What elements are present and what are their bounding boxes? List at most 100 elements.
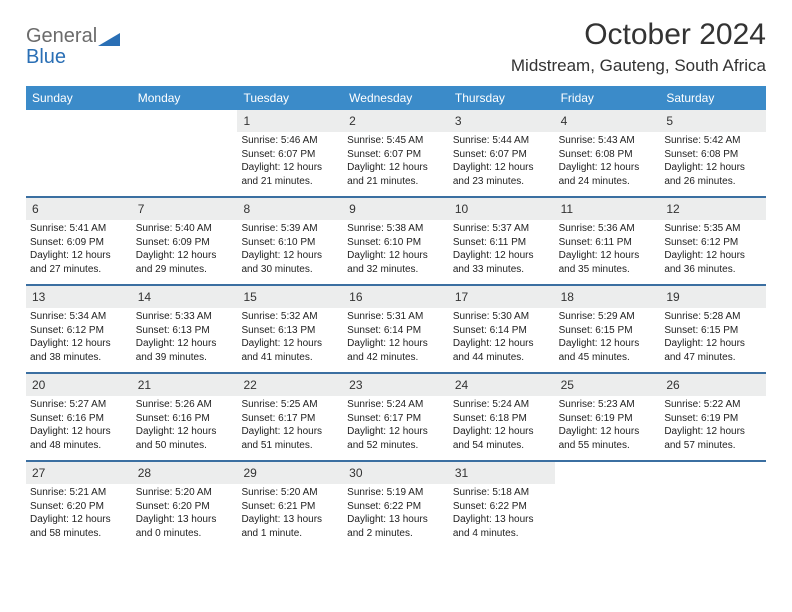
day-number-row: 28 (132, 462, 238, 484)
day-body: Sunrise: 5:39 AMSunset: 6:10 PMDaylight:… (237, 220, 343, 284)
day-line-sunset: Sunset: 6:09 PM (136, 236, 234, 250)
day-line-sunset: Sunset: 6:16 PM (30, 412, 128, 426)
day-line-day2: and 50 minutes. (136, 439, 234, 453)
day-line-sunset: Sunset: 6:19 PM (664, 412, 762, 426)
day-cell: 13Sunrise: 5:34 AMSunset: 6:12 PMDayligh… (26, 286, 132, 372)
day-body: Sunrise: 5:42 AMSunset: 6:08 PMDaylight:… (660, 132, 766, 196)
day-number: 11 (561, 202, 573, 216)
day-line-day2: and 1 minute. (241, 527, 339, 541)
empty-cell (660, 462, 766, 548)
logo-triangle-icon (98, 30, 120, 46)
day-number-row: 15 (237, 286, 343, 308)
day-number: 9 (349, 202, 356, 216)
day-number-row: 6 (26, 198, 132, 220)
day-body: Sunrise: 5:28 AMSunset: 6:15 PMDaylight:… (660, 308, 766, 372)
day-line-sunrise: Sunrise: 5:20 AM (136, 486, 234, 500)
day-cell: 15Sunrise: 5:32 AMSunset: 6:13 PMDayligh… (237, 286, 343, 372)
day-line-sunset: Sunset: 6:22 PM (347, 500, 445, 514)
day-line-sunrise: Sunrise: 5:40 AM (136, 222, 234, 236)
day-line-day2: and 24 minutes. (559, 175, 657, 189)
day-body: Sunrise: 5:31 AMSunset: 6:14 PMDaylight:… (343, 308, 449, 372)
day-body: Sunrise: 5:37 AMSunset: 6:11 PMDaylight:… (449, 220, 555, 284)
day-line-sunset: Sunset: 6:12 PM (30, 324, 128, 338)
day-line-sunset: Sunset: 6:22 PM (453, 500, 551, 514)
day-number: 21 (138, 378, 151, 392)
day-cell: 29 Sunrise: 5:20 AMSunset: 6:21 PMDayligh… (237, 462, 343, 548)
day-line-day2: and 47 minutes. (664, 351, 762, 365)
day-header: Friday (555, 86, 661, 110)
day-body: Sunrise: 5:44 AMSunset: 6:07 PMDaylight:… (449, 132, 555, 196)
day-line-sunrise: Sunrise: 5:35 AM (664, 222, 762, 236)
day-line-sunrise: Sunrise: 5:46 AM (241, 134, 339, 148)
day-line-sunset: Sunset: 6:17 PM (241, 412, 339, 426)
day-line-sunrise: Sunrise: 5:44 AM (453, 134, 551, 148)
day-cell: 4Sunrise: 5:43 AMSunset: 6:08 PMDaylight… (555, 110, 661, 196)
day-number-row: 5 (660, 110, 766, 132)
day-number: 27 (32, 466, 45, 480)
day-header: Tuesday (237, 86, 343, 110)
day-line-sunset: Sunset: 6:13 PM (136, 324, 234, 338)
day-cell: 14Sunrise: 5:33 AMSunset: 6:13 PMDayligh… (132, 286, 238, 372)
day-number-row: 26 (660, 374, 766, 396)
week-row: 6Sunrise: 5:41 AMSunset: 6:09 PMDaylight… (26, 196, 766, 284)
day-line-day1: Daylight: 12 hours (559, 425, 657, 439)
day-number: 8 (243, 202, 250, 216)
day-header: Monday (132, 86, 238, 110)
day-cell: 17Sunrise: 5:30 AMSunset: 6:14 PMDayligh… (449, 286, 555, 372)
day-cell: 25 Sunrise: 5:23 AMSunset: 6:19 PMDayligh… (555, 374, 661, 460)
day-line-sunset: Sunset: 6:12 PM (664, 236, 762, 250)
day-cell: 2Sunrise: 5:45 AMSunset: 6:07 PMDaylight… (343, 110, 449, 196)
day-line-sunset: Sunset: 6:13 PM (241, 324, 339, 338)
day-number-row: 8 (237, 198, 343, 220)
day-line-sunset: Sunset: 6:07 PM (241, 148, 339, 162)
day-cell: 5Sunrise: 5:42 AMSunset: 6:08 PMDaylight… (660, 110, 766, 196)
day-number-row: 2 (343, 110, 449, 132)
day-line-sunrise: Sunrise: 5:33 AM (136, 310, 234, 324)
day-line-day2: and 29 minutes. (136, 263, 234, 277)
day-line-sunset: Sunset: 6:09 PM (30, 236, 128, 250)
day-body: Sunrise: 5:23 AMSunset: 6:19 PMDaylight:… (555, 396, 661, 460)
calendar-page: General Blue October 2024 Midstream, Gau… (0, 0, 792, 558)
day-line-sunrise: Sunrise: 5:39 AM (241, 222, 339, 236)
day-cell: 26Sunrise: 5:22 AMSunset: 6:19 PMDayligh… (660, 374, 766, 460)
month-title: October 2024 (511, 18, 766, 52)
day-line-day2: and 4 minutes. (453, 527, 551, 541)
day-body: Sunrise: 5:43 AMSunset: 6:08 PMDaylight:… (555, 132, 661, 196)
day-line-sunset: Sunset: 6:11 PM (453, 236, 551, 250)
day-number: 25 (561, 378, 574, 392)
day-number-row: 3 (449, 110, 555, 132)
day-cell: 8 Sunrise: 5:39 AMSunset: 6:10 PMDaylight… (237, 198, 343, 284)
day-number: 29 (243, 466, 256, 480)
day-line-sunrise: Sunrise: 5:37 AM (453, 222, 551, 236)
weeks-container: 1Sunrise: 5:46 AMSunset: 6:07 PMDaylight… (26, 110, 766, 548)
day-line-day1: Daylight: 12 hours (30, 425, 128, 439)
day-line-day1: Daylight: 12 hours (453, 161, 551, 175)
day-header: Saturday (660, 86, 766, 110)
day-line-sunset: Sunset: 6:11 PM (559, 236, 657, 250)
day-body: Sunrise: 5:40 AMSunset: 6:09 PMDaylight:… (132, 220, 238, 284)
day-line-day2: and 33 minutes. (453, 263, 551, 277)
day-line-day1: Daylight: 12 hours (241, 161, 339, 175)
day-number: 20 (32, 378, 45, 392)
day-line-sunrise: Sunrise: 5:22 AM (664, 398, 762, 412)
day-body: Sunrise: 5:25 AMSunset: 6:17 PMDaylight:… (237, 396, 343, 460)
day-number: 31 (455, 466, 468, 480)
day-body: Sunrise: 5:34 AMSunset: 6:12 PMDaylight:… (26, 308, 132, 372)
day-number-row: 22 (237, 374, 343, 396)
day-line-day2: and 58 minutes. (30, 527, 128, 541)
day-number-row: 13 (26, 286, 132, 308)
logo-text-block: General Blue (26, 26, 120, 68)
day-number-row: 21 (132, 374, 238, 396)
day-number-row: 30 (343, 462, 449, 484)
day-line-day2: and 39 minutes. (136, 351, 234, 365)
day-body: Sunrise: 5:20 AMSunset: 6:21 PMDaylight:… (237, 484, 343, 548)
day-line-day1: Daylight: 12 hours (30, 337, 128, 351)
day-number-row: 29 (237, 462, 343, 484)
day-line-sunrise: Sunrise: 5:24 AM (347, 398, 445, 412)
day-body: Sunrise: 5:27 AMSunset: 6:16 PMDaylight:… (26, 396, 132, 460)
day-line-day1: Daylight: 12 hours (347, 337, 445, 351)
day-line-sunrise: Sunrise: 5:42 AM (664, 134, 762, 148)
day-body: Sunrise: 5:26 AMSunset: 6:16 PMDaylight:… (132, 396, 238, 460)
day-number: 26 (666, 378, 679, 392)
day-cell: 16Sunrise: 5:31 AMSunset: 6:14 PMDayligh… (343, 286, 449, 372)
